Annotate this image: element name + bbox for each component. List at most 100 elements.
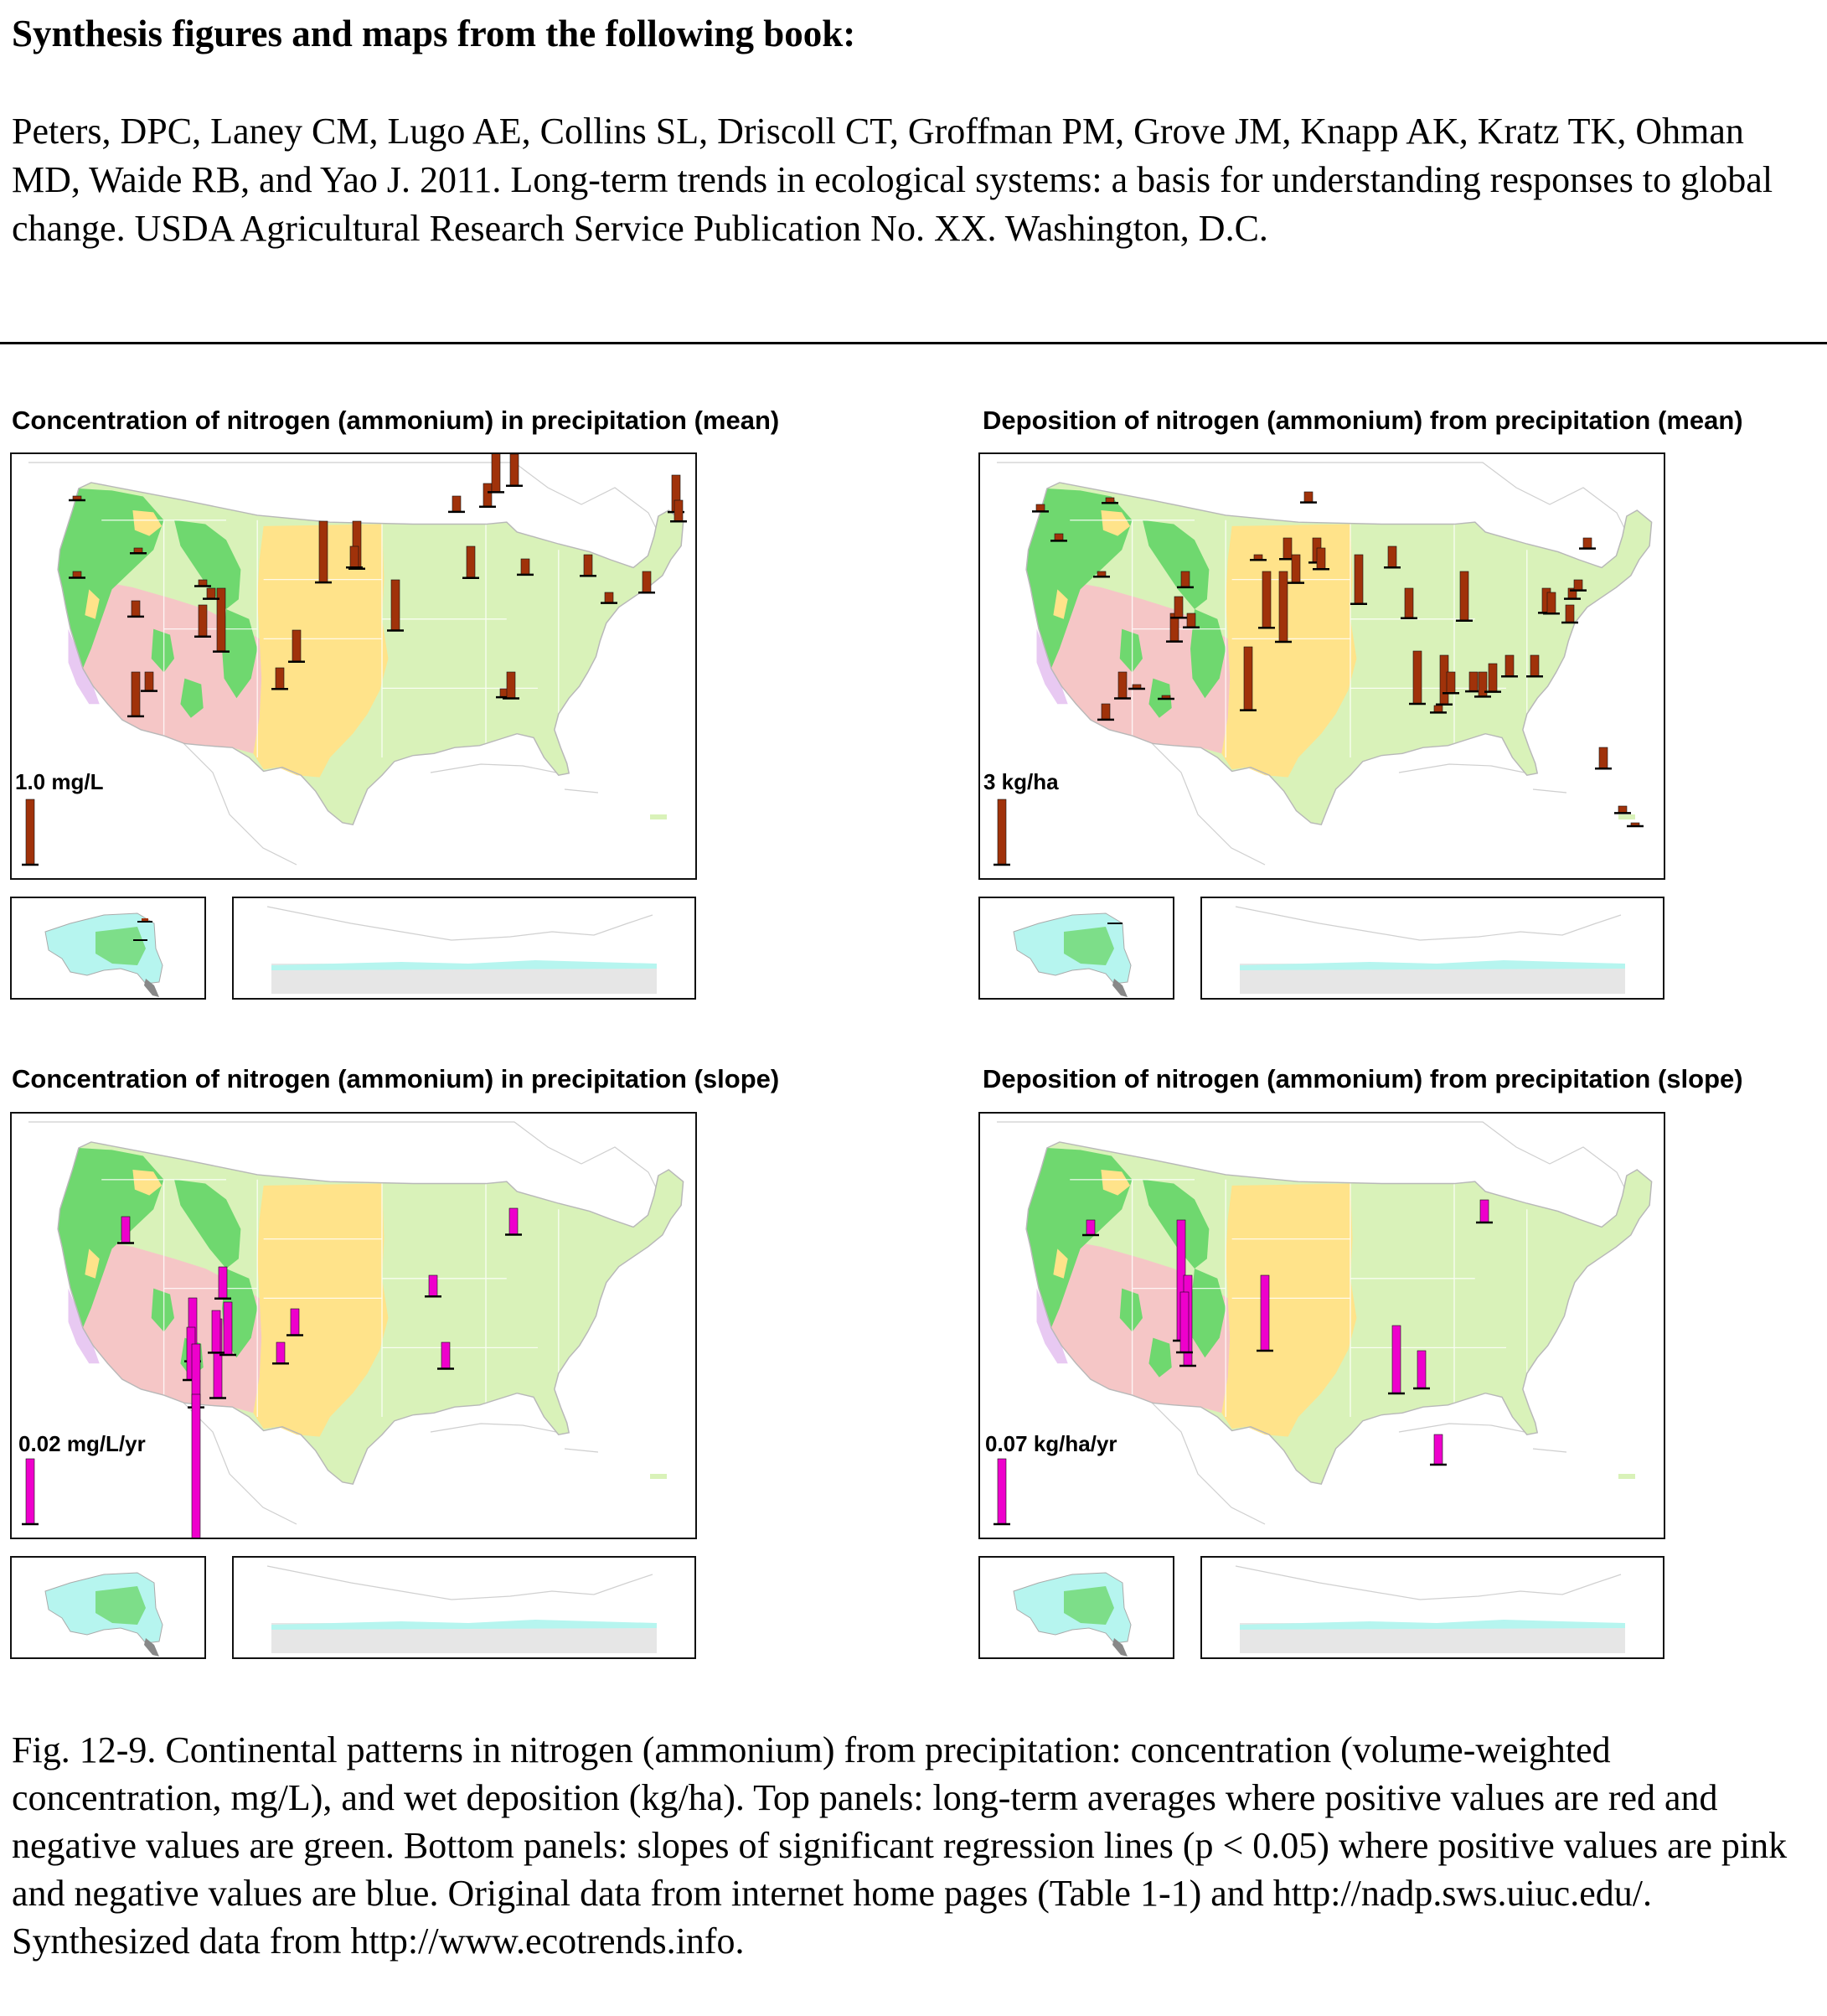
state-boundaries — [1070, 1179, 1528, 1418]
site-bar — [1262, 571, 1272, 628]
site-bar — [1404, 587, 1414, 619]
ecoregion-shape — [174, 1179, 241, 1269]
site-bar — [483, 483, 493, 508]
site-bar — [1582, 537, 1592, 549]
ecoregion-shape — [1143, 1179, 1210, 1269]
ecoregion-shape — [180, 678, 204, 718]
ecoregion-shape — [253, 1183, 389, 1437]
puerto-rico — [650, 1474, 667, 1479]
site-bar — [1174, 596, 1184, 618]
ecoregion-shape — [151, 1288, 174, 1332]
divider — [0, 342, 1827, 344]
antarctica-coast — [271, 1620, 657, 1630]
us-outline — [57, 482, 684, 826]
scale-bar — [997, 799, 1007, 866]
site-bar — [1291, 554, 1301, 583]
site-bar — [1180, 571, 1190, 588]
site-bar — [642, 571, 652, 593]
site-bar — [1412, 650, 1422, 705]
antarctica-coast — [1240, 960, 1625, 970]
site-bar — [1433, 1434, 1443, 1465]
site-bar — [275, 667, 285, 690]
scale-label-dep-mean: 3 kg/ha — [983, 769, 1059, 794]
alaska-forest — [95, 1586, 146, 1625]
site-bar — [428, 1274, 438, 1297]
ecoregion-shape — [1119, 628, 1143, 673]
ecoregion-layer — [1025, 1141, 1653, 1486]
site-bar — [583, 554, 593, 576]
site-bar — [1179, 1291, 1190, 1353]
site-bar — [1260, 1274, 1270, 1352]
site-bar — [276, 1341, 286, 1364]
antarctica-inset-dep-slope — [1200, 1556, 1664, 1659]
ecoregion-shape — [58, 1148, 164, 1328]
alaska-forest — [1064, 927, 1114, 965]
site-bar — [1565, 604, 1575, 623]
map-panel-conc-slope — [10, 1112, 697, 1539]
ecoregion-layer — [1025, 482, 1653, 826]
site-bar — [218, 1266, 228, 1300]
us-map-dep-slope — [993, 1121, 1653, 1526]
site-bar — [1054, 533, 1064, 541]
antarctica-inset-conc-mean — [232, 897, 696, 1000]
site-bar — [1417, 1350, 1427, 1389]
southern-ocean-outline — [1235, 906, 1622, 941]
site-bar — [1478, 671, 1488, 697]
site-bar — [211, 1310, 221, 1353]
us-outline — [57, 1141, 684, 1486]
scale-bar — [25, 799, 35, 866]
panel-title-dep-mean: Deposition of nitrogen (ammonium) from p… — [983, 406, 1743, 435]
site-bar — [131, 600, 141, 618]
ecoregion-shape — [174, 520, 241, 609]
site-bar — [390, 579, 400, 631]
site-bar — [1186, 613, 1196, 628]
site-bar — [491, 454, 501, 493]
puerto-rico — [650, 814, 667, 819]
ecoregion-shape — [132, 510, 163, 536]
us-map-dep-mean — [993, 462, 1653, 866]
scale-label-dep-slope: 0.07 kg/ha/yr — [985, 1431, 1117, 1456]
ecoregion-shape — [1119, 1288, 1143, 1332]
ecoregion-shape — [1101, 1170, 1131, 1196]
panel-title-conc-slope: Concentration of nitrogen (ammonium) in … — [12, 1064, 780, 1093]
site-bar — [131, 671, 141, 717]
us-map-conc-mean — [22, 454, 687, 866]
site-bar — [1546, 592, 1556, 614]
panel-title-conc-mean: Concentration of nitrogen (ammonium) in … — [12, 406, 780, 435]
site-bar — [1504, 654, 1515, 677]
alaska-panhandle — [1112, 979, 1128, 997]
site-bar — [1618, 805, 1628, 814]
site-bar — [1391, 1325, 1401, 1394]
site-bar — [508, 1207, 519, 1235]
site-bar — [1278, 571, 1288, 643]
site-bar — [466, 545, 476, 579]
alaska-panhandle — [144, 1638, 159, 1657]
site-bar — [1283, 537, 1293, 560]
site-bar — [509, 454, 519, 487]
site-bar — [1035, 504, 1045, 512]
southern-ocean-outline — [266, 1565, 653, 1600]
scale-label-conc-mean: 1.0 mg/L — [15, 769, 104, 794]
page-heading: Synthesis figures and maps from the foll… — [12, 13, 856, 54]
site-bar — [441, 1341, 451, 1369]
site-bars — [1032, 491, 1644, 828]
site-bar — [349, 545, 359, 568]
us-outline — [1025, 1141, 1653, 1486]
site-bar — [223, 1301, 233, 1356]
site-bar — [142, 918, 148, 922]
site-bar — [604, 592, 614, 603]
southern-ocean-outline — [266, 906, 653, 941]
alaska-panhandle — [144, 979, 159, 997]
alaska-inset-conc-mean — [10, 897, 206, 1000]
alaska-forest — [1064, 1586, 1114, 1625]
alaska-inset-conc-slope — [10, 1556, 206, 1659]
site-bar — [1488, 663, 1498, 692]
ecoregion-shape — [151, 628, 174, 673]
ecoregion-shape — [132, 1170, 163, 1196]
alaska-forest — [95, 927, 146, 965]
puerto-rico — [1618, 814, 1635, 819]
antarctica-coast — [271, 960, 657, 970]
ecoregion-layer — [57, 1141, 684, 1486]
map-panel-dep-slope — [978, 1112, 1665, 1539]
ecoregion-shape — [1026, 1148, 1133, 1328]
